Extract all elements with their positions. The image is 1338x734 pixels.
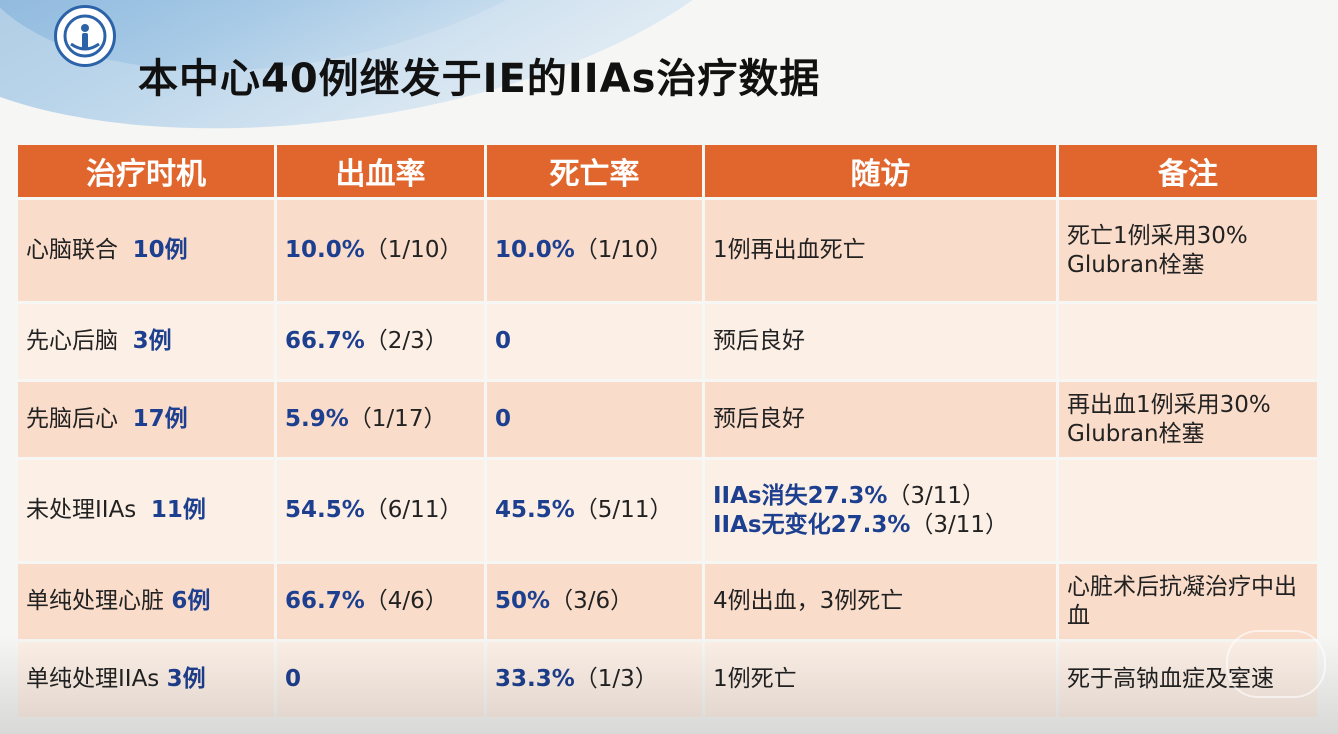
cell-timing: 未处理IIAs 11例 [18, 460, 274, 561]
mortality-percent: 0 [495, 406, 512, 432]
table-row: 先心后脑 3例 66.7%（2/3） 0 预后良好 [18, 304, 1317, 379]
watermark-badge [1226, 630, 1326, 698]
cell-timing: 先脑后心 17例 [18, 382, 274, 457]
bleeding-percent: 0 [285, 666, 302, 692]
followup-text: 4例出血，3例死亡 [713, 588, 904, 614]
followup-highlight: IIAs无变化27.3% [713, 511, 911, 538]
cell-followup: 4例出血，3例死亡 [705, 564, 1056, 639]
timing-label: 未处理IIAs [26, 497, 137, 523]
followup-text: 预后良好 [713, 328, 805, 354]
cell-followup: IIAs消失27.3%（3/11） IIAs无变化27.3%（3/11） [705, 460, 1056, 561]
case-count: 6例 [171, 588, 211, 614]
cell-timing: 先心后脑 3例 [18, 304, 274, 379]
followup-text: 预后良好 [713, 406, 805, 432]
timing-label: 先心后脑 [26, 328, 118, 354]
timing-label: 单纯处理心脏 [26, 588, 164, 614]
cell-followup: 预后良好 [705, 382, 1056, 457]
bleeding-fraction: （1/17） [348, 406, 447, 432]
table-row: 单纯处理IIAs 3例 0 33.3%（1/3） 1例死亡 死于高钠血症及室速 [18, 642, 1317, 717]
bleeding-percent: 54.5% [285, 497, 365, 523]
cell-bleeding: 66.7%（2/3） [277, 304, 484, 379]
cell-bleeding: 0 [277, 642, 484, 717]
cell-bleeding: 10.0%（1/10） [277, 200, 484, 301]
mortality-percent: 45.5% [495, 497, 575, 523]
case-count: 3例 [166, 666, 206, 692]
cell-timing: 心脑联合 10例 [18, 200, 274, 301]
cell-note [1059, 304, 1317, 379]
cell-mortality: 0 [487, 304, 702, 379]
logo-emblem-icon [63, 14, 107, 58]
bleeding-percent: 66.7% [285, 328, 365, 354]
cell-mortality: 50%（3/6） [487, 564, 702, 639]
bleeding-percent: 10.0% [285, 237, 365, 263]
mortality-fraction: （1/10） [574, 237, 673, 263]
header-followup: 随访 [705, 145, 1056, 197]
followup-highlight: IIAs消失27.3% [713, 482, 888, 509]
cell-followup: 预后良好 [705, 304, 1056, 379]
case-count: 10例 [132, 237, 188, 263]
mortality-fraction: （1/3） [574, 666, 658, 692]
mortality-percent: 10.0% [495, 237, 575, 263]
cell-note: 死于高钠血症及室速 [1059, 642, 1317, 717]
table-row: 先脑后心 17例 5.9%（1/17） 0 预后良好 再出血1例采用30% Gl… [18, 382, 1317, 457]
table-header-row: 治疗时机 出血率 死亡率 随访 备注 [18, 145, 1317, 197]
timing-label: 心脑联合 [26, 237, 118, 263]
mortality-fraction: （3/6） [550, 588, 634, 614]
header-notes: 备注 [1059, 145, 1317, 197]
timing-label: 先脑后心 [26, 406, 118, 432]
cell-bleeding: 66.7%（4/6） [277, 564, 484, 639]
cell-timing: 单纯处理IIAs 3例 [18, 642, 274, 717]
cell-mortality: 0 [487, 382, 702, 457]
followup-text: 1例死亡 [713, 666, 797, 692]
cell-bleeding: 5.9%（1/17） [277, 382, 484, 457]
table-row: 未处理IIAs 11例 54.5%（6/11） 45.5%（5/11） IIAs… [18, 460, 1317, 561]
cell-followup: 1例死亡 [705, 642, 1056, 717]
mortality-percent: 33.3% [495, 666, 575, 692]
mortality-fraction: （5/11） [574, 497, 673, 523]
header-bleeding-rate: 出血率 [277, 145, 484, 197]
cell-followup: 1例再出血死亡 [705, 200, 1056, 301]
bleeding-percent: 5.9% [285, 406, 349, 432]
hospital-logo [54, 5, 116, 67]
bleeding-percent: 66.7% [285, 588, 365, 614]
timing-label: 单纯处理IIAs [26, 666, 160, 692]
note-text: 心脏术后抗凝治疗中出血 [1067, 573, 1297, 629]
cell-note: 再出血1例采用30% Glubran栓塞 [1059, 382, 1317, 457]
case-count: 3例 [132, 328, 172, 354]
cell-timing: 单纯处理心脏 6例 [18, 564, 274, 639]
followup-line: IIAs无变化27.3%（3/11） [713, 511, 1048, 540]
note-text: 再出血1例采用30% Glubran栓塞 [1067, 391, 1271, 447]
header-timing: 治疗时机 [18, 145, 274, 197]
treatment-data-table: 治疗时机 出血率 死亡率 随访 备注 心脑联合 10例 10.0%（1/10） … [15, 142, 1320, 720]
cell-mortality: 10.0%（1/10） [487, 200, 702, 301]
case-count: 11例 [150, 497, 206, 523]
mortality-percent: 0 [495, 328, 512, 354]
bleeding-fraction: （2/3） [364, 328, 448, 354]
cell-note: 心脏术后抗凝治疗中出血 [1059, 564, 1317, 639]
mortality-percent: 50% [495, 588, 551, 614]
cell-bleeding: 54.5%（6/11） [277, 460, 484, 561]
note-text: 死亡1例采用30% Glubran栓塞 [1067, 222, 1248, 278]
followup-line: IIAs消失27.3%（3/11） [713, 482, 1048, 511]
table-row: 单纯处理心脏 6例 66.7%（4/6） 50%（3/6） 4例出血，3例死亡 … [18, 564, 1317, 639]
followup-text: 1例再出血死亡 [713, 237, 866, 263]
cell-note: 死亡1例采用30% Glubran栓塞 [1059, 200, 1317, 301]
cell-mortality: 33.3%（1/3） [487, 642, 702, 717]
slide-title: 本中心40例继发于IE的IIAs治疗数据 [138, 56, 821, 102]
cell-mortality: 45.5%（5/11） [487, 460, 702, 561]
followup-fraction: （3/11） [910, 511, 1009, 538]
cell-note [1059, 460, 1317, 561]
table-row: 心脑联合 10例 10.0%（1/10） 10.0%（1/10） 1例再出血死亡… [18, 200, 1317, 301]
case-count: 17例 [132, 406, 188, 432]
bleeding-fraction: （1/10） [364, 237, 463, 263]
bleeding-fraction: （4/6） [364, 588, 448, 614]
followup-fraction: （3/11） [887, 482, 986, 509]
bleeding-fraction: （6/11） [364, 497, 463, 523]
header-mortality: 死亡率 [487, 145, 702, 197]
